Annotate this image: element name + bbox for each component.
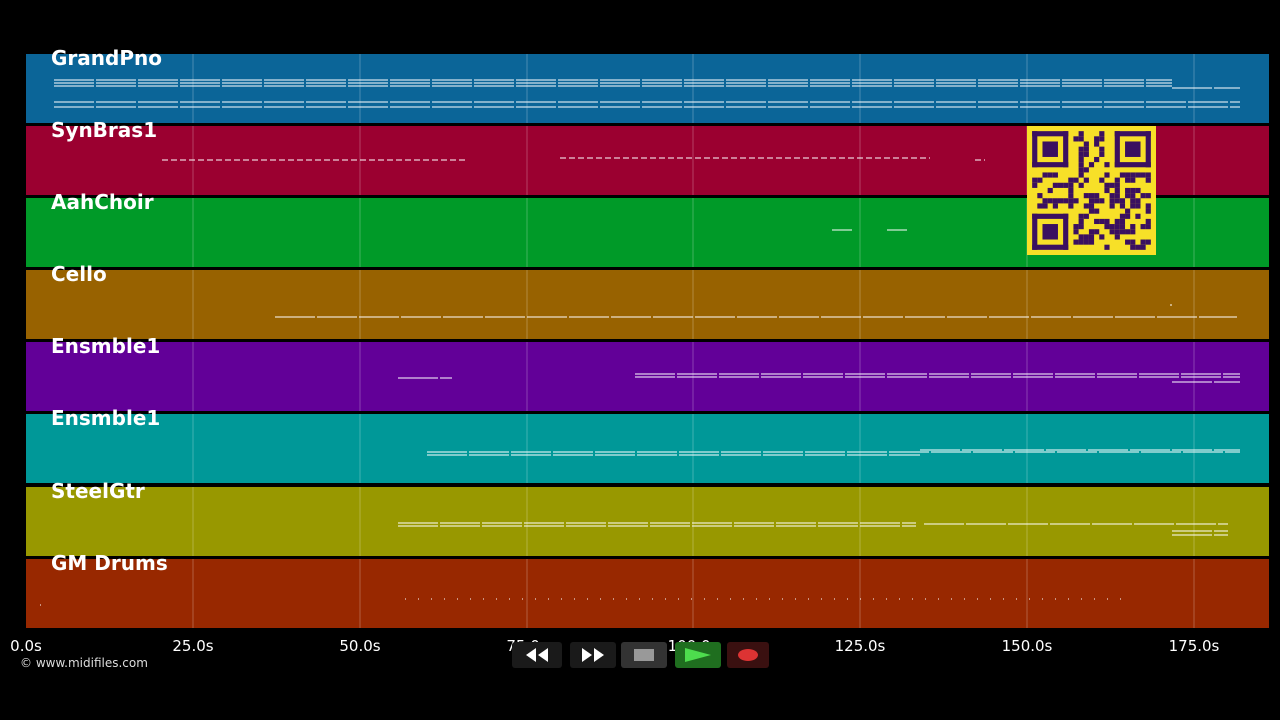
track-lane-4[interactable]: Cello (26, 262, 1269, 339)
track-name: Ensmble1 (51, 334, 161, 358)
qr-code-image (1027, 126, 1156, 255)
track-name: GrandPno (51, 46, 162, 70)
track-lane-1[interactable]: GrandPno (26, 46, 1269, 123)
track-name: AahChoir (51, 190, 154, 214)
play-button[interactable] (675, 642, 721, 668)
time-tick-label: 175.0s (1168, 637, 1220, 655)
track-name: SynBras1 (51, 118, 158, 142)
track-notes (162, 126, 1195, 195)
time-tick-label: 125.0s (834, 637, 886, 655)
track-name: Ensmble1 (51, 406, 161, 430)
track-name: SteelGtr (51, 479, 145, 503)
record-icon (738, 649, 758, 661)
fast-forward-button[interactable] (570, 642, 616, 668)
qr-code-pattern (1032, 131, 1151, 250)
track-notes (192, 487, 1228, 556)
play-icon (685, 648, 711, 662)
stop-button[interactable] (621, 642, 667, 668)
track-notes (192, 270, 1237, 339)
track-lane-6[interactable]: Ensmble1 (26, 406, 1269, 483)
time-tick-label: 150.0s (1001, 637, 1053, 655)
stop-icon (634, 649, 654, 661)
rewind-button[interactable] (512, 642, 562, 668)
time-tick-label: 50.0s (339, 637, 381, 655)
record-button[interactable] (727, 642, 769, 668)
track-lane-8[interactable]: GM Drums (26, 551, 1269, 628)
time-tick-label: 25.0s (172, 637, 214, 655)
track-notes (192, 414, 1240, 483)
track-notes (54, 54, 1240, 123)
time-tick-label: 0.0s (10, 637, 42, 655)
track-notes (40, 559, 1195, 628)
rewind-icon (526, 648, 548, 662)
fast-forward-icon (582, 648, 604, 662)
track-notes (192, 342, 1240, 411)
track-lane-7[interactable]: SteelGtr (26, 479, 1269, 556)
track-notes (192, 198, 1195, 267)
copyright-text: © www.midifiles.com (20, 656, 148, 670)
track-lane-5[interactable]: Ensmble1 (26, 334, 1269, 411)
track-name: Cello (51, 262, 107, 286)
track-name: GM Drums (51, 551, 168, 575)
